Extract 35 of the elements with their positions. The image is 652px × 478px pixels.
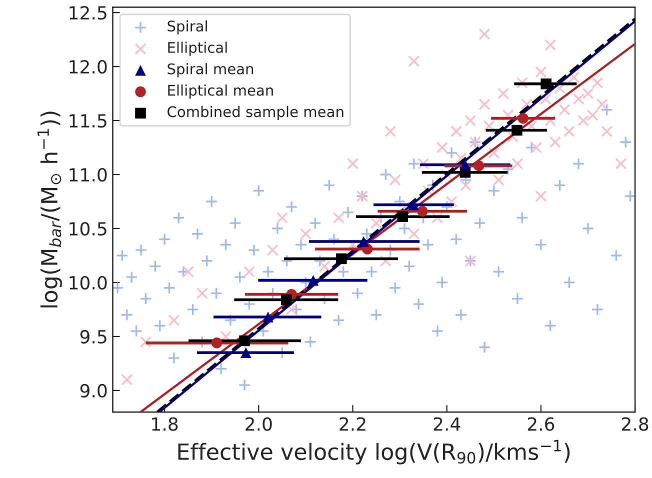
point [211,338,222,348]
x-tick-label: 1.8 [152,417,178,431]
point [473,160,484,172]
legend-label: Combined sample mean [168,106,344,120]
y-tick-label: 12.5 [70,6,106,20]
y-axis-title: log(M$_{bar}$/(M$_{⊙}$ h$^{−1}$)) [38,112,62,308]
x-tick-label: 2.4 [434,417,460,431]
point [417,206,428,217]
point [540,78,552,90]
legend-label: Elliptical [168,42,227,56]
point [239,335,250,346]
point [262,312,274,322]
point [512,124,522,136]
point [308,274,319,286]
y-tick-label: 10.5 [70,222,106,236]
x-tick-label: 2.2 [340,417,366,431]
y-tick-label: 11.0 [70,168,107,182]
x-tick-label: 2.8 [622,417,648,431]
y-tick-label: 11.5 [70,114,106,128]
x-tick-label: 2.0 [246,417,272,431]
point [397,211,408,222]
legend-label: Spiral mean [168,63,254,78]
legend-label: Spiral [168,20,207,34]
y-tick-label: 9.0 [80,384,107,398]
point [240,347,252,358]
x-axis-title: Effective velocity log(V(R$_{90}$)/kms$^{−1}$) [178,440,570,464]
point [408,199,419,210]
y-tick-label: 12.0 [70,60,107,74]
point [358,236,369,247]
y-tick-label: 9.5 [80,330,106,344]
point [518,112,528,124]
y-tick-label: 10.0 [70,276,107,290]
point [281,294,292,306]
legend-label: Elliptical mean [168,84,273,99]
x-tick-label: 2.6 [528,417,554,431]
